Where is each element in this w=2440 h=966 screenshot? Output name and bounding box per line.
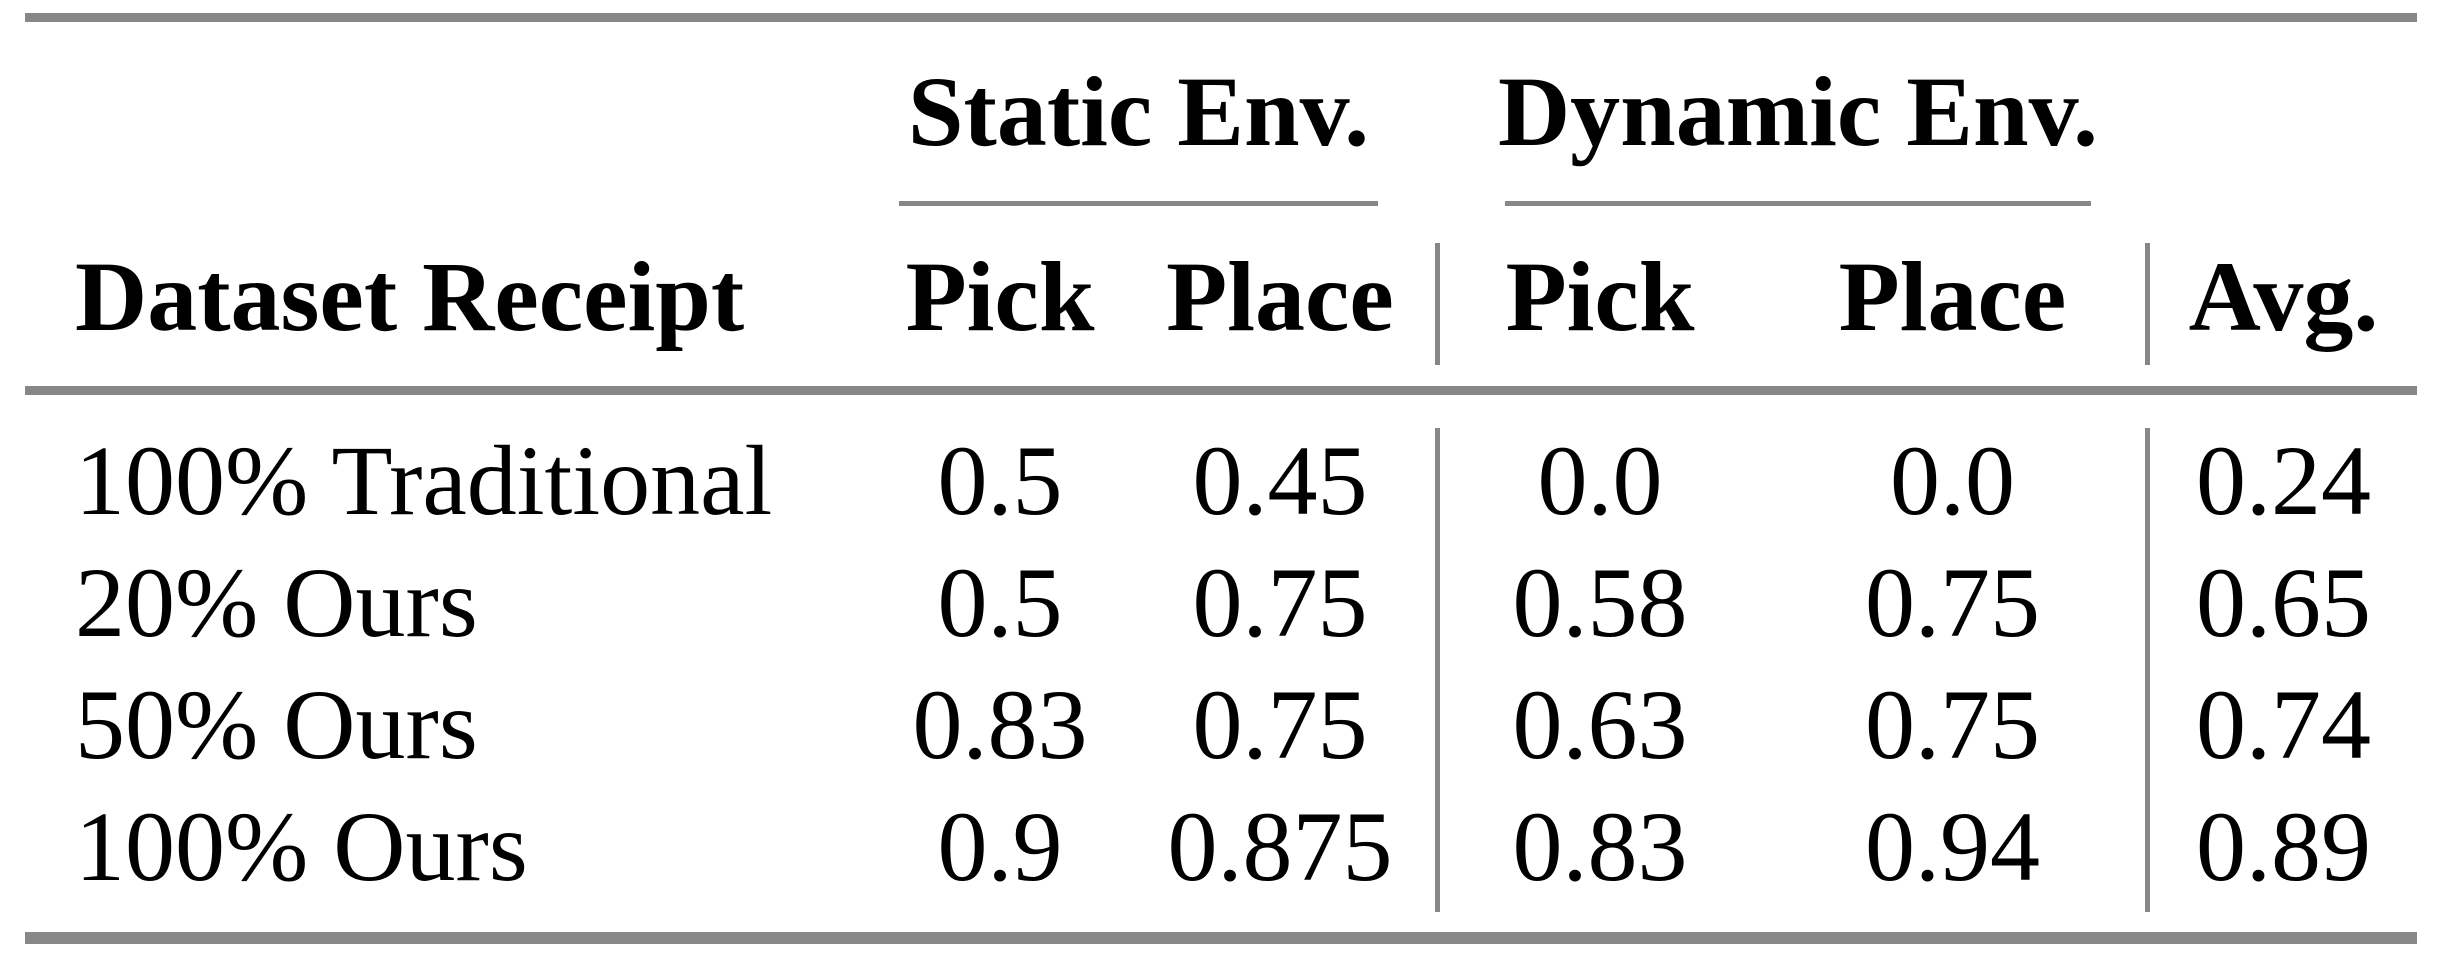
- cell-dataset: 20% Ours: [75, 546, 478, 658]
- column-separator-static-dynamic-header: [1435, 243, 1440, 365]
- static-env-underline-rule: [899, 201, 1378, 206]
- column-separator-dynamic-avg-body: [2145, 428, 2150, 912]
- header-static-pick: Pick: [905, 240, 1095, 352]
- table-row: 100% Ours 0.9 0.875 0.83 0.94 0.89: [25, 785, 2417, 907]
- cell-dataset: 50% Ours: [75, 668, 478, 780]
- header-dataset-receipt: Dataset Receipt: [75, 240, 745, 352]
- dynamic-env-underline-rule: [1505, 201, 2091, 206]
- cell-dynamic-place: 0.0: [1890, 424, 2015, 536]
- cell-dynamic-pick: 0.83: [1512, 790, 1688, 902]
- table-top-rule: [25, 13, 2417, 22]
- table-row: 50% Ours 0.83 0.75 0.63 0.75 0.74: [25, 663, 2417, 785]
- cell-static-pick: 0.5: [937, 424, 1063, 536]
- cell-static-place: 0.75: [1192, 546, 1368, 658]
- table-header-rule: [25, 386, 2417, 395]
- cell-dynamic-place: 0.94: [1865, 790, 2040, 902]
- cell-dynamic-pick: 0.63: [1512, 668, 1688, 780]
- cell-static-place: 0.45: [1192, 424, 1368, 536]
- cell-static-pick: 0.9: [937, 790, 1063, 902]
- cell-avg: 0.24: [2196, 424, 2371, 536]
- cell-dynamic-pick: 0.0: [1537, 424, 1663, 536]
- cell-dataset: 100% Ours: [75, 790, 528, 902]
- column-group-dynamic-env: Dynamic Env.: [1497, 55, 2099, 167]
- cell-avg: 0.65: [2196, 546, 2371, 658]
- cell-avg: 0.74: [2196, 668, 2371, 780]
- column-group-static-env: Static Env.: [907, 55, 1370, 167]
- cell-dataset: 100% Traditional: [75, 424, 773, 536]
- table-header-row: Dataset Receipt Pick Place Pick Place Av…: [25, 206, 2417, 386]
- header-static-place: Place: [1166, 240, 1394, 352]
- cell-dynamic-place: 0.75: [1865, 668, 2040, 780]
- cell-static-pick: 0.83: [912, 668, 1088, 780]
- header-dynamic-place: Place: [1838, 240, 2067, 352]
- cell-dynamic-pick: 0.58: [1512, 546, 1688, 658]
- cell-static-place: 0.875: [1167, 790, 1393, 902]
- header-dynamic-pick: Pick: [1505, 240, 1695, 352]
- table-row: 20% Ours 0.5 0.75 0.58 0.75 0.65: [25, 541, 2417, 663]
- table-row: 100% Traditional 0.5 0.45 0.0 0.0 0.24: [25, 419, 2417, 541]
- column-separator-dynamic-avg-header: [2145, 243, 2150, 365]
- table-bottom-rule: [25, 932, 2417, 944]
- cell-static-pick: 0.5: [937, 546, 1063, 658]
- cell-dynamic-place: 0.75: [1865, 546, 2040, 658]
- cell-avg: 0.89: [2196, 790, 2371, 902]
- header-avg: Avg.: [2188, 240, 2379, 352]
- column-separator-static-dynamic-body: [1435, 428, 1440, 912]
- cell-static-place: 0.75: [1192, 668, 1368, 780]
